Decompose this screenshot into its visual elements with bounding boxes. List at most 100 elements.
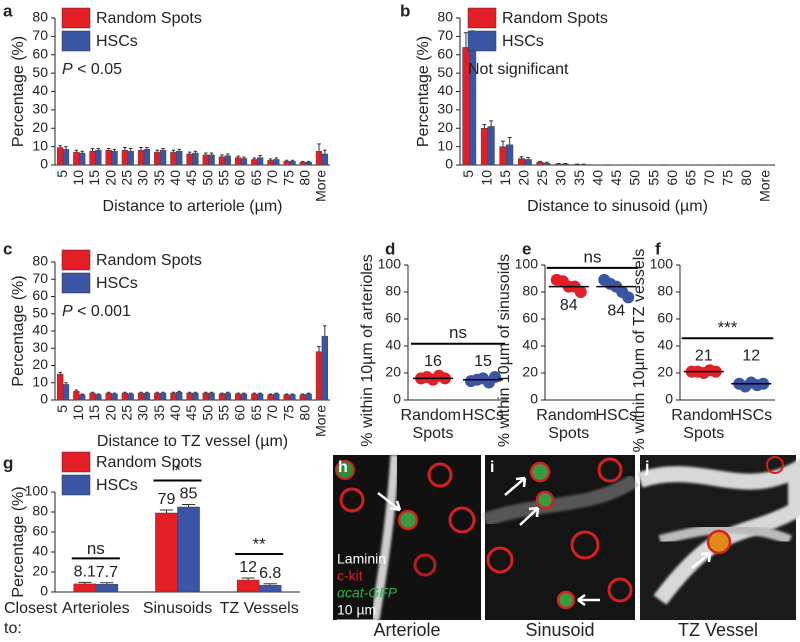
y-tick-label: 100 — [25, 483, 49, 499]
error-bar — [258, 392, 262, 394]
y-tick-label: 0 — [393, 391, 401, 407]
value-label: 6.8 — [259, 565, 281, 582]
y-tick-label: 10 — [437, 137, 453, 153]
y-tick-label: 10 — [32, 373, 48, 389]
error-bar — [100, 582, 114, 585]
y-tick-label: 20 — [522, 364, 538, 380]
bar — [506, 144, 514, 166]
error-bar — [489, 120, 494, 127]
x-axis-label: Distance to arteriole (µm) — [103, 198, 283, 215]
error-bar — [145, 147, 149, 150]
y-tick-label: 80 — [437, 9, 453, 25]
x-tick-label: 25 — [118, 170, 134, 186]
bar — [240, 393, 248, 401]
y-tick-label: 80 — [522, 283, 538, 299]
error-bar — [204, 391, 208, 394]
panel-letter: a — [3, 1, 13, 20]
stain-label: c-kit — [337, 568, 363, 584]
error-bar — [268, 393, 273, 395]
x-tick-label: Arterioles — [62, 600, 130, 617]
x-tick-label: 45 — [183, 405, 199, 421]
y-tick-label: 0 — [40, 583, 48, 599]
x-tick-label: 55 — [216, 405, 232, 421]
bar — [283, 161, 290, 166]
error-bar — [155, 149, 159, 153]
image-caption: Arteriole — [373, 620, 440, 640]
bar — [73, 151, 80, 166]
bar — [315, 150, 323, 166]
panel-letter: g — [3, 453, 13, 472]
x-tick-label: More — [313, 405, 329, 437]
bar — [202, 392, 209, 401]
bar — [258, 584, 282, 593]
error-bar — [139, 391, 143, 394]
image-caption: TZ Vessel — [678, 620, 758, 640]
y-tick-label: 60 — [522, 310, 538, 326]
error-bar — [252, 392, 257, 394]
x-tick-label: 35 — [571, 170, 587, 186]
error-bar — [306, 392, 311, 394]
x-tick-label: TZ Vessels — [220, 600, 299, 617]
x-tick-label: 15 — [497, 170, 513, 186]
y-tick-label: 100 — [650, 256, 674, 272]
error-bar — [317, 346, 321, 352]
panel-letter: b — [400, 1, 410, 20]
y-tick-label: 20 — [385, 364, 401, 380]
bar — [536, 161, 544, 166]
bar — [121, 150, 129, 166]
legend-swatch — [61, 7, 91, 29]
bar — [208, 392, 215, 401]
bar — [315, 351, 323, 401]
error-bar — [193, 391, 198, 394]
bar — [561, 163, 569, 166]
legend-swatch — [61, 474, 91, 496]
bar — [480, 128, 489, 166]
error-bar — [96, 147, 101, 151]
error-bar — [482, 124, 487, 129]
x-tick-label: 40 — [590, 170, 606, 186]
error-bar — [284, 393, 289, 395]
x-tick-label: 65 — [248, 170, 264, 186]
median-label: 21 — [695, 348, 713, 365]
y-tick-label: 70 — [32, 270, 48, 286]
error-bar — [139, 147, 143, 151]
error-bar — [236, 392, 240, 394]
x-tick-label: 80 — [296, 405, 312, 421]
x-tick-label: 5 — [54, 405, 70, 413]
legend-swatch — [61, 272, 91, 294]
bar — [159, 392, 167, 401]
annotation: P < 0.001 — [62, 303, 131, 320]
scale-bar-label: 10 µm — [337, 602, 376, 618]
x-tick-label: 10 — [478, 170, 494, 186]
y-tick-label: 0 — [445, 156, 453, 172]
error-bar — [258, 154, 262, 158]
bar — [524, 159, 532, 166]
error-bar — [556, 163, 561, 165]
error-bar — [96, 393, 101, 395]
error-bar — [284, 159, 289, 162]
x-tick-label: Sinusoids — [143, 600, 212, 617]
stain-label: αcat-GFP — [337, 585, 398, 601]
y-tick-label: 40 — [657, 337, 673, 353]
image-h — [333, 454, 481, 621]
y-axis-label: % within 10µm of arterioles — [359, 254, 376, 446]
bar — [177, 506, 200, 593]
bar — [111, 150, 118, 166]
bar — [186, 392, 193, 401]
error-bar — [123, 391, 127, 394]
y-tick-label: 60 — [32, 523, 48, 539]
bar — [192, 152, 199, 166]
x-tick-label: 5 — [54, 170, 70, 178]
y-tick-label: 50 — [32, 64, 48, 80]
x-tick-label: 25 — [118, 405, 134, 421]
error-bar — [274, 392, 279, 394]
x-tick-label: Random Spots — [536, 407, 601, 442]
bar — [95, 584, 119, 593]
y-tick-label: 20 — [32, 563, 48, 579]
error-bar — [74, 389, 79, 392]
legend-swatch — [61, 30, 91, 52]
error-bar — [58, 145, 62, 148]
bar — [95, 150, 102, 166]
x-tick-label: 55 — [645, 170, 661, 186]
median-label: 84 — [560, 297, 578, 314]
